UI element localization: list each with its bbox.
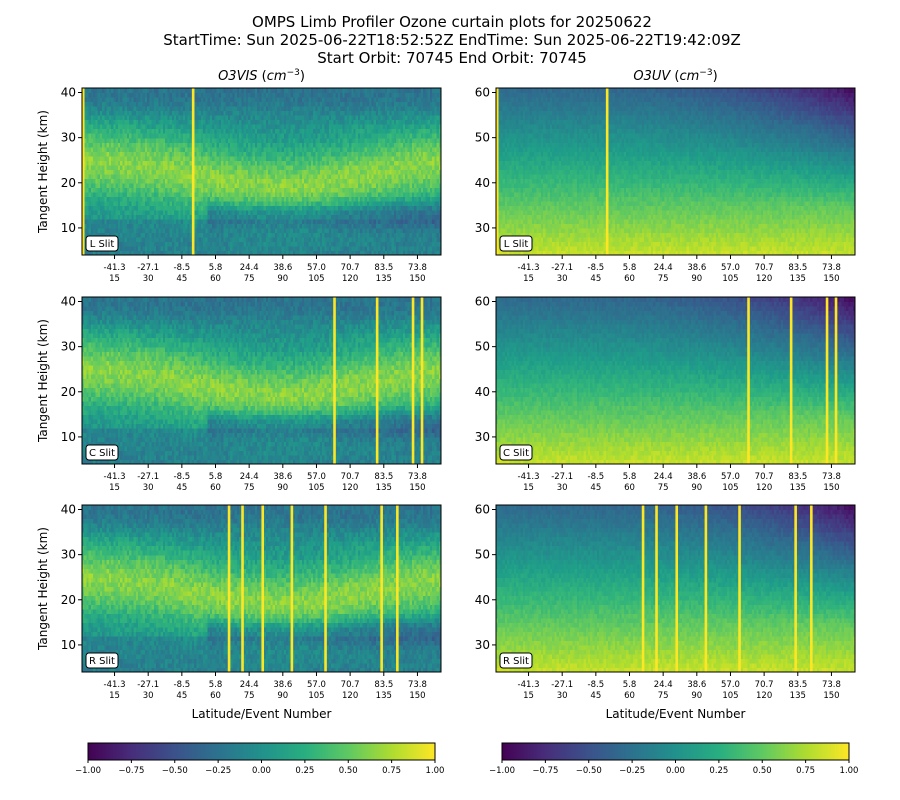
figure-title-line-3: Start Orbit: 70745 End Orbit: 70745: [317, 49, 587, 67]
figure-title-line-1: OMPS Limb Profiler Ozone curtain plots f…: [252, 13, 652, 31]
panels-group: 10203040-41.315-27.130-8.5455.86024.4753…: [36, 68, 856, 721]
heatmap-cells: [82, 88, 442, 256]
heatmap-panel: 10203040-41.315-27.130-8.5455.86024.4753…: [36, 68, 442, 284]
figure-title-line-2: StartTime: Sun 2025-06-22T18:52:52Z EndT…: [163, 31, 741, 49]
